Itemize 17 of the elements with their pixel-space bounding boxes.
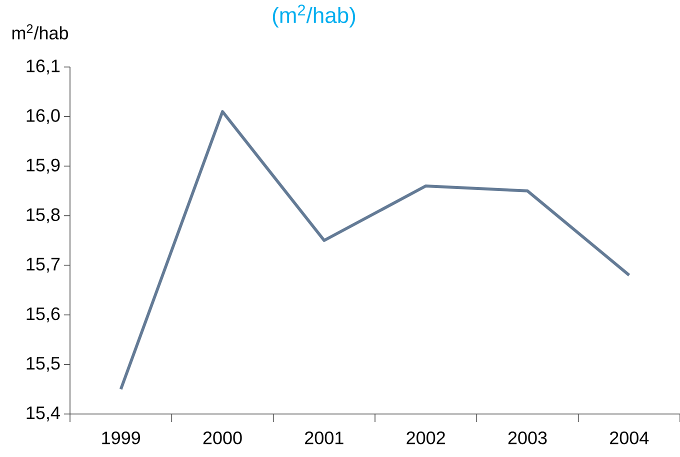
x-tick-label: 2002 [406, 432, 445, 444]
y-tick-label: 15,4 [26, 406, 60, 422]
y-tick-label: 15,5 [26, 357, 60, 372]
y-tick-label: 16,0 [26, 109, 60, 124]
x-tick-label: 2004 [610, 432, 649, 444]
y-tick-label: 15,9 [26, 158, 60, 174]
x-tick-label: 2001 [305, 432, 344, 444]
y-tick-label: 15,7 [26, 258, 60, 273]
line-series [119, 110, 631, 391]
y-axis-title: m$^{2}$/hab [12, 24, 68, 40]
y-tick-label: 15,6 [26, 307, 60, 322]
chart-title: (m$^{2}$/hab) [272, 4, 356, 28]
x-tick-label: 2003 [508, 432, 547, 444]
x-tick-label: 1999 [102, 432, 140, 444]
y-tick-label: 16,1 [26, 60, 60, 74]
x-tick-label: 2000 [203, 432, 242, 444]
y-tick-label: 15,8 [26, 208, 60, 224]
